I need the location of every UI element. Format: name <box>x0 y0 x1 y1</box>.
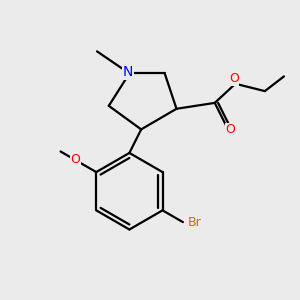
Text: N: N <box>123 65 133 79</box>
Text: O: O <box>229 72 239 85</box>
Text: O: O <box>225 124 235 136</box>
Text: Br: Br <box>187 216 201 229</box>
Text: O: O <box>71 153 81 166</box>
